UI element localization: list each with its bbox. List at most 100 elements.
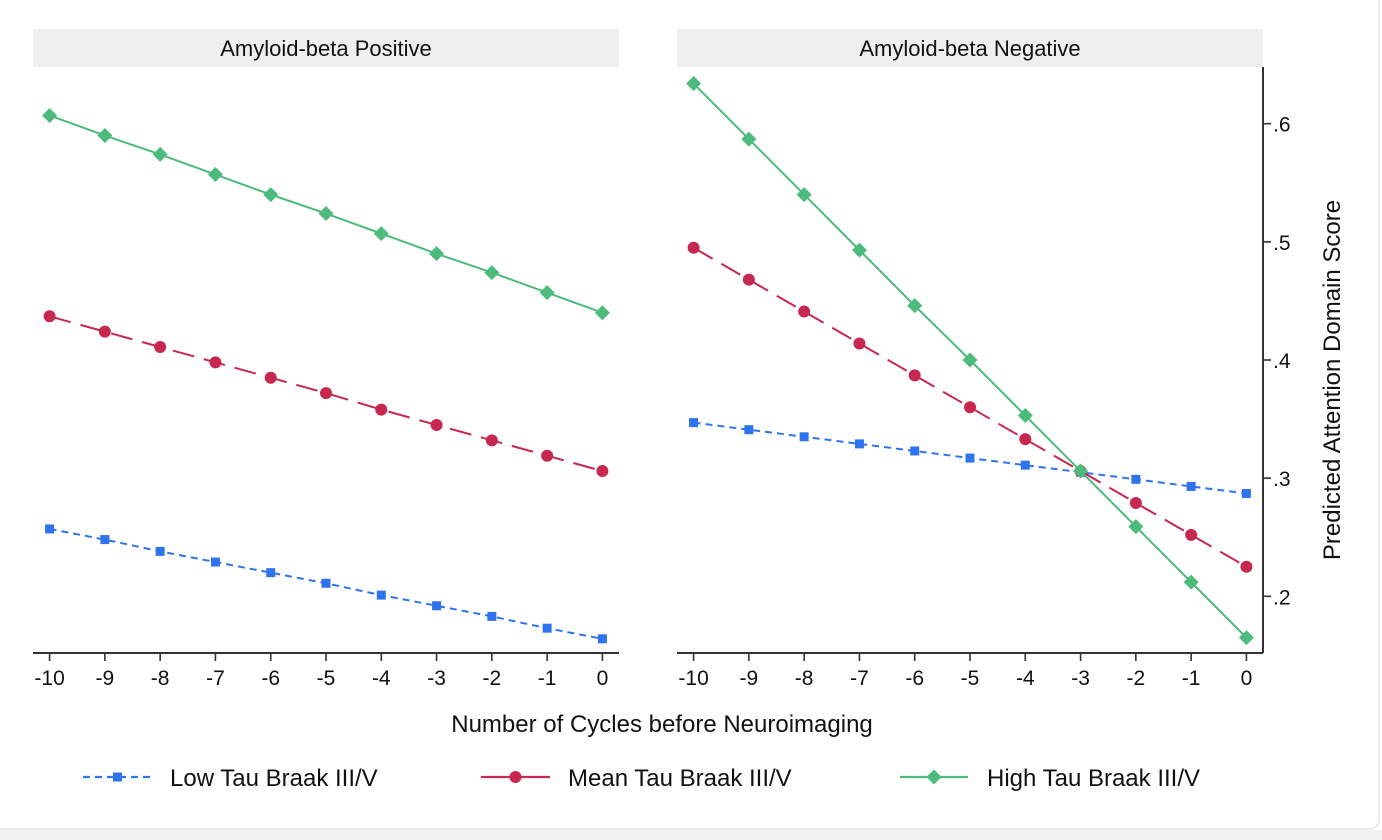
- x-tick-label: -8: [795, 667, 814, 690]
- x-tick-label: -2: [1127, 667, 1146, 690]
- x-tick-label: -2: [483, 667, 502, 690]
- plot-area: [42, 76, 1254, 646]
- data-point-low-tau: [910, 446, 920, 456]
- x-tick-label: -3: [427, 667, 446, 690]
- data-point-mean-tau: [1129, 496, 1142, 509]
- data-point-high-tau: [42, 107, 58, 123]
- data-point-high-tau: [851, 242, 867, 258]
- legend-label-low-tau: Low Tau Braak III/V: [170, 765, 378, 792]
- x-tick-label: -4: [1016, 667, 1035, 690]
- x-tick-label: -1: [538, 667, 557, 690]
- data-point-mean-tau: [541, 449, 554, 462]
- data-point-high-tau: [1128, 519, 1144, 535]
- x-tick-label: -10: [34, 667, 64, 690]
- data-point-high-tau: [907, 298, 923, 314]
- data-point-mean-tau: [798, 305, 811, 318]
- data-point-low-tau: [542, 623, 552, 633]
- data-point-high-tau: [318, 206, 334, 221]
- data-point-mean-tau: [98, 325, 111, 338]
- data-point-low-tau: [376, 590, 386, 600]
- data-point-high-tau: [741, 131, 757, 147]
- data-point-low-tau: [597, 634, 607, 644]
- data-point-mean-tau: [209, 356, 222, 369]
- x-tick-label: -10: [678, 667, 708, 690]
- data-point-low-tau: [155, 546, 165, 556]
- data-point-low-tau: [321, 578, 331, 588]
- data-point-high-tau: [594, 305, 610, 321]
- data-point-high-tau: [263, 187, 279, 203]
- data-point-low-tau: [1186, 481, 1196, 491]
- panel-title-positive: Amyloid-beta Positive: [220, 36, 432, 61]
- y-tick-label: .4: [1273, 350, 1291, 373]
- y-tick-label: .5: [1273, 232, 1291, 255]
- data-point-mean-tau: [687, 241, 700, 254]
- data-point-mean-tau: [485, 434, 498, 447]
- bottom-strip: [0, 830, 1382, 840]
- x-tick-label: -7: [206, 667, 225, 690]
- legend: Low Tau Braak III/V Mean Tau Braak III/V…: [83, 765, 1200, 792]
- x-tick-label: -9: [96, 667, 115, 690]
- data-point-low-tau: [100, 535, 110, 545]
- data-point-high-tau: [796, 187, 812, 203]
- legend-item-high-tau: High Tau Braak III/V: [900, 765, 1200, 792]
- data-point-high-tau: [152, 146, 168, 162]
- y-axis-title: Predicted Attention Domain Score: [1319, 200, 1346, 560]
- data-point-low-tau: [266, 568, 276, 578]
- legend-marker: [113, 772, 122, 782]
- data-point-low-tau: [1241, 489, 1251, 499]
- axes: -10 -9 -8 -7 -6 -5 -4 -3 -2 -1 0 -10 -9 -8 -7 -6 -5 -4 -3-…: [33, 67, 1291, 690]
- panel-title-negative: Amyloid-beta Negative: [859, 36, 1080, 61]
- data-point-high-tau: [686, 76, 702, 92]
- x-tick-label: -9: [740, 667, 759, 690]
- data-point-mean-tau: [264, 371, 277, 384]
- y-tick-label: .3: [1273, 468, 1291, 491]
- data-point-mean-tau: [596, 465, 609, 478]
- legend-glyph-mean-tau: [481, 771, 550, 783]
- x-tick-label: -4: [372, 667, 391, 690]
- legend-marker: [926, 769, 942, 785]
- x-tick-label: -5: [961, 667, 980, 690]
- x-axis-title: Number of Cycles before Neuroimaging: [451, 711, 873, 738]
- data-point-mean-tau: [1019, 433, 1032, 446]
- panel-header-negative: [677, 29, 1263, 67]
- data-point-high-tau: [1073, 463, 1089, 479]
- x-tick-label: -8: [151, 667, 170, 690]
- data-point-high-tau: [207, 167, 223, 183]
- data-point-mean-tau: [853, 337, 866, 350]
- data-point-low-tau: [1131, 474, 1141, 484]
- x-tick-label: -3: [1071, 667, 1090, 690]
- data-point-mean-tau: [1240, 560, 1253, 573]
- data-point-high-tau: [1238, 630, 1254, 646]
- data-point-low-tau: [689, 418, 699, 428]
- data-point-mean-tau: [964, 401, 976, 414]
- data-point-low-tau: [487, 611, 497, 621]
- y-tick-label: .2: [1273, 586, 1291, 609]
- data-point-high-tau: [97, 128, 113, 144]
- data-point-high-tau: [373, 226, 389, 242]
- data-point-low-tau: [799, 432, 809, 442]
- data-point-low-tau: [854, 439, 864, 449]
- legend-label-mean-tau: Mean Tau Braak III/V: [568, 765, 792, 792]
- data-point-mean-tau: [154, 341, 167, 354]
- y-tick-label: .6: [1273, 114, 1291, 137]
- x-tick-label: -6: [261, 667, 280, 690]
- x-tick-label: -6: [905, 667, 924, 690]
- x-tick-label: -5: [317, 667, 336, 690]
- data-point-high-tau: [539, 285, 555, 301]
- data-point-high-tau: [1183, 574, 1199, 590]
- x-tick-label: 0: [1241, 667, 1253, 690]
- data-point-mean-tau: [908, 369, 921, 382]
- data-point-high-tau: [1017, 408, 1033, 424]
- x-tick-label: -7: [850, 667, 869, 690]
- legend-label-high-tau: High Tau Braak III/V: [987, 765, 1200, 792]
- legend-glyph-low-tau: [83, 772, 152, 782]
- series-line-mean-tau-panel-1: [693, 246, 1247, 568]
- panel-header-positive: [33, 29, 619, 67]
- data-point-low-tau: [210, 557, 220, 567]
- data-point-low-tau: [965, 453, 975, 463]
- data-point-high-tau: [429, 246, 445, 262]
- data-point-low-tau: [744, 425, 754, 435]
- x-tick-label: -1: [1182, 667, 1201, 690]
